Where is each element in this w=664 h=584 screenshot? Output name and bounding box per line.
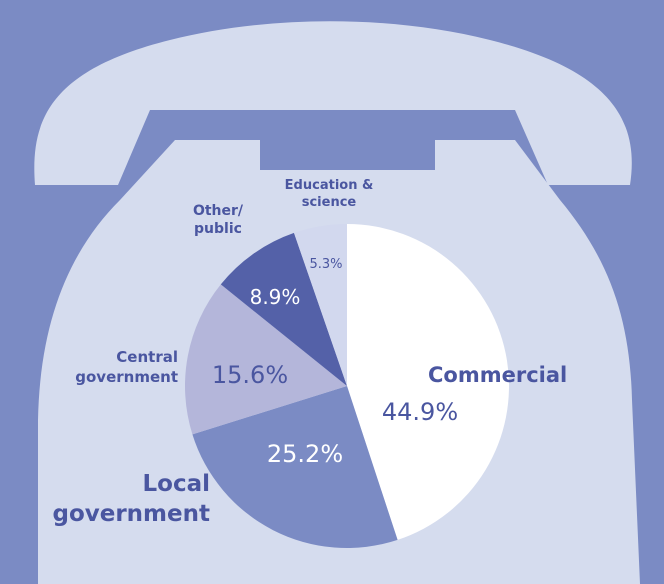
pie-slice bbox=[293, 224, 347, 386]
pie-slice bbox=[192, 386, 398, 548]
category-label: Education & science bbox=[284, 178, 374, 210]
category-label: Central government bbox=[75, 348, 178, 386]
category-label: Other/ public bbox=[192, 203, 244, 238]
pie-slice bbox=[220, 232, 347, 386]
value-label: 25.2% bbox=[266, 440, 344, 468]
category-label: Local government bbox=[52, 471, 210, 527]
value-label: 8.9% bbox=[249, 285, 301, 309]
phone-handset bbox=[34, 21, 632, 185]
value-label: 44.9% bbox=[381, 398, 459, 426]
pie-slice bbox=[185, 284, 347, 435]
category-label: Commercial bbox=[428, 363, 568, 387]
value-label: 15.6% bbox=[211, 361, 289, 389]
value-label: 5.3% bbox=[309, 257, 343, 272]
pie-slice bbox=[347, 224, 509, 540]
